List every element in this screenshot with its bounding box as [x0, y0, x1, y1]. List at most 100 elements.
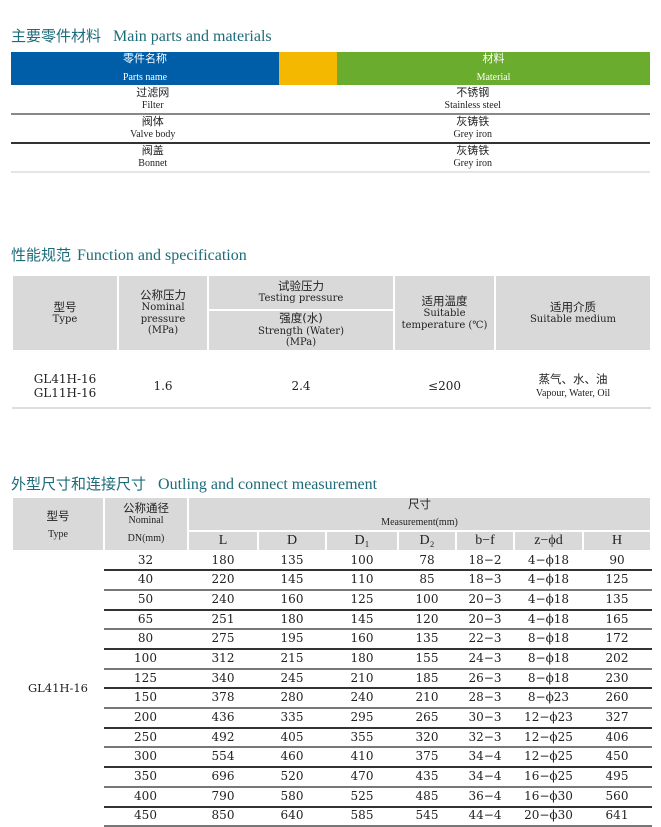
value-cell: 215 [258, 649, 327, 670]
value-cell: 640 [258, 806, 327, 827]
value-cell: 240 [188, 589, 259, 611]
parts-name-header: 零件名称 Parts name [11, 52, 279, 85]
material-header: 材料 Material [337, 52, 650, 85]
value-cell: 260 [583, 688, 652, 710]
value-cell: 492 [188, 727, 259, 749]
value-cell: 30−3 [456, 708, 515, 729]
type-header: 型号 Type [11, 496, 105, 552]
value-cell: 850 [188, 806, 259, 827]
value-cell: 410 [326, 747, 399, 769]
table-row: GL41H-16 32 180 135 100 78 18−2 4−ϕ18 90 [12, 550, 652, 695]
medium-header: 适用介质 Suitable medium [494, 274, 652, 352]
measurement-header: 尺寸 Measurement(mm) [187, 496, 652, 532]
value-cell: 450 [583, 747, 652, 769]
value-cell: 470 [326, 767, 399, 788]
value-cell: 28−3 [456, 688, 515, 710]
measurement-col-header: H [582, 529, 652, 552]
value-cell: 85 [398, 570, 457, 591]
table-row: 450 850 640 585 545 44−4 20−ϕ30 641 [12, 806, 652, 827]
nominal-pressure-header: 公称压力 Nominal pressure (MPa) [117, 274, 209, 352]
value-cell: 180 [188, 550, 259, 572]
value-cell: 165 [583, 609, 652, 631]
dn-cell: 40 [104, 570, 189, 591]
spec-section-title: 性能规范 Function and specification [11, 246, 247, 264]
table-row: 50 240 160 125 100 20−3 4−ϕ18 135 [12, 589, 652, 611]
nominal-pressure-cell: 1.6 [118, 351, 208, 409]
value-cell: 641 [583, 806, 652, 827]
value-cell: 580 [258, 786, 327, 808]
value-cell: 265 [398, 708, 457, 729]
table-row: 65 251 180 145 120 20−3 4−ϕ18 165 [12, 609, 652, 631]
measurement-col-header: L [187, 529, 259, 552]
spec-table: 型号 Type 公称压力 Nominal pressure (MPa) 试验压力 Tes… [11, 274, 652, 409]
value-cell: 320 [398, 727, 457, 749]
dn-cell: 125 [104, 668, 189, 690]
value-cell: 8−ϕ23 [514, 688, 584, 710]
value-cell: 4−ϕ18 [514, 570, 584, 591]
type-cell: GL41H-16 [27, 681, 88, 696]
value-cell: 16−ϕ30 [514, 786, 584, 808]
value-cell: 18−2 [456, 550, 515, 572]
value-cell: 135 [583, 589, 652, 611]
value-cell: 210 [398, 688, 457, 710]
value-cell: 435 [398, 767, 457, 788]
parts-table: 零件名称 Parts name 材料 Material 过滤网 Filter 不锈钢 St… [11, 52, 650, 173]
nominal-dn-header: 公称通径 Nominal DN(mm) [103, 496, 189, 552]
value-cell: 32−3 [456, 727, 515, 749]
value-cell: 696 [188, 767, 259, 788]
dn-cell: 100 [104, 649, 189, 670]
value-cell: 34−4 [456, 767, 515, 788]
part-cell: 过滤网 Filter [11, 85, 295, 115]
value-cell: 172 [583, 629, 652, 651]
value-cell: 240 [326, 688, 399, 710]
table-row: 200 436 335 295 265 30−3 12−ϕ23 327 [12, 708, 652, 729]
material-cell: 灰铸铁 Grey iron [294, 114, 650, 144]
measurement-col-header: D₁ [325, 529, 399, 552]
value-cell: 90 [583, 550, 652, 572]
value-cell: 460 [258, 747, 327, 769]
value-cell: 195 [258, 629, 327, 651]
dn-cell: 50 [104, 589, 189, 611]
value-cell: 405 [258, 727, 327, 749]
value-cell: 44−4 [456, 806, 515, 827]
dn-cell: 32 [104, 550, 189, 572]
dn-cell: 300 [104, 747, 189, 769]
value-cell: 135 [258, 550, 327, 572]
value-cell: 26−3 [456, 668, 515, 690]
value-cell: 545 [398, 806, 457, 827]
value-cell: 8−ϕ18 [514, 629, 584, 651]
dn-cell: 400 [104, 786, 189, 808]
value-cell: 8−ϕ18 [514, 668, 584, 690]
strength-header: 强度(水) Strength (Water) (MPa) [207, 309, 395, 352]
value-cell: 251 [188, 609, 259, 631]
value-cell: 485 [398, 786, 457, 808]
value-cell: 585 [326, 806, 399, 827]
strength-cell: 2.4 [208, 351, 394, 409]
dn-cell: 200 [104, 708, 189, 729]
dn-cell: 450 [104, 806, 189, 827]
table-row: 40 220 145 110 85 18−3 4−ϕ18 125 [12, 570, 652, 591]
parts-row: 过滤网 Filter 不锈钢 Stainless steel [11, 85, 650, 115]
value-cell: 275 [188, 629, 259, 651]
table-row: 150 378 280 240 210 28−3 8−ϕ23 260 [12, 688, 652, 710]
value-cell: 36−4 [456, 786, 515, 808]
value-cell: 12−ϕ25 [514, 747, 584, 769]
dn-cell: 350 [104, 767, 189, 788]
value-cell: 210 [326, 668, 399, 690]
value-cell: 12−ϕ23 [514, 708, 584, 729]
value-cell: 220 [188, 570, 259, 591]
value-cell: 185 [398, 668, 457, 690]
parts-row: 阀盖 Bonnet 灰铸铁 Grey iron [11, 143, 650, 173]
material-cell: 灰铸铁 Grey iron [294, 143, 650, 173]
table-row: 400 790 580 525 485 36−4 16−ϕ30 560 [12, 786, 652, 808]
value-cell: 520 [258, 767, 327, 788]
value-cell: 4−ϕ18 [514, 609, 584, 631]
value-cell: 12−ϕ25 [514, 727, 584, 749]
value-cell: 180 [326, 649, 399, 670]
value-cell: 202 [583, 649, 652, 670]
value-cell: 495 [583, 767, 652, 788]
orange-header-block [279, 52, 337, 85]
value-cell: 18−3 [456, 570, 515, 591]
value-cell: 78 [398, 550, 457, 572]
value-cell: 20−ϕ30 [514, 806, 584, 827]
